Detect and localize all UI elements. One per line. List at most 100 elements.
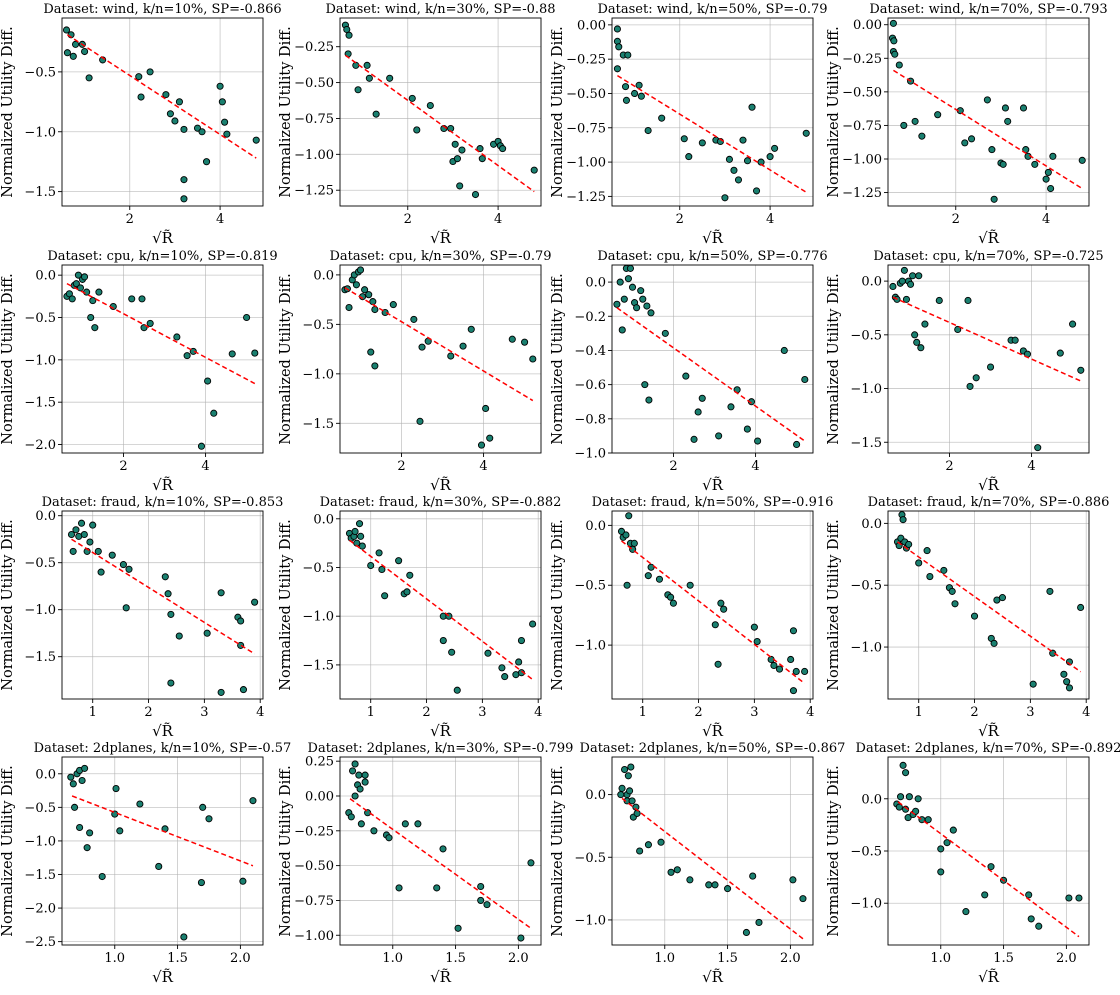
panel-title: Dataset: fraud, k/n=50%, SP=-0.916: [592, 495, 834, 510]
fit-line: [621, 540, 806, 685]
data-point: [999, 160, 1007, 168]
data-point: [694, 408, 702, 416]
y-axis-label: Normalized Utility Diff.: [278, 765, 294, 936]
panel-title: Dataset: cpu, k/n=70%, SP=-0.725: [873, 249, 1103, 264]
plot-frame: [339, 264, 542, 454]
x-tick-label: 2: [144, 705, 152, 720]
data-point: [990, 195, 998, 203]
x-tick-label: 2: [119, 459, 127, 474]
data-point: [517, 637, 526, 645]
data-point: [717, 599, 725, 607]
panel-title: Dataset: cpu, k/n=10%, SP=-0.819: [47, 249, 277, 264]
data-point: [483, 901, 491, 909]
x-tick-label: 1.5: [445, 951, 466, 966]
data-point: [167, 679, 175, 687]
y-tick-label: 0.0: [585, 788, 606, 803]
panel-wind-70pct: 2 4 −1.25 −1.00 −0.75 −0.50 −0.25 0.00Dataset: …: [826, 2, 1108, 247]
data-point: [624, 772, 632, 780]
y-axis-label: Normalized Utility Diff.: [278, 26, 294, 197]
data-point: [964, 296, 972, 305]
y-tick-label: −1.0: [574, 447, 606, 462]
y-tick-label: −2.5: [24, 935, 56, 950]
data-point: [669, 599, 677, 607]
data-point: [180, 933, 188, 941]
data-point: [205, 815, 213, 823]
data-point: [418, 343, 426, 351]
y-tick-label: 0.0: [35, 767, 56, 782]
y-tick-label: −0.75: [566, 121, 606, 136]
data-point: [439, 637, 447, 645]
data-point: [355, 771, 363, 779]
y-tick-label: −0.75: [294, 894, 334, 909]
data-point: [189, 347, 197, 355]
data-point: [972, 374, 980, 382]
y-tick-label: −2.0: [24, 438, 56, 453]
data-point: [628, 797, 636, 805]
data-point: [780, 346, 788, 355]
data-point: [621, 765, 629, 774]
x-tick-label: 1: [915, 705, 923, 720]
data-point: [1069, 320, 1077, 328]
data-point: [83, 288, 91, 296]
y-tick-label: −1.0: [574, 913, 606, 928]
y-tick-label: 0.0: [861, 275, 882, 290]
data-point: [766, 153, 774, 161]
panel-2dplanes-50pct: 1.0 1.5 2.0 −1.0 −0.5 0.0 Dataset: 2dplanes, k…: [550, 741, 845, 986]
data-point: [1035, 922, 1043, 930]
data-point: [734, 176, 743, 184]
data-point: [770, 661, 778, 670]
data-point: [456, 182, 464, 190]
y-tick-label: −1.25: [842, 186, 882, 201]
plot-frame: [887, 510, 1090, 700]
data-point: [97, 568, 105, 576]
data-point: [125, 565, 133, 573]
x-tick-label: 4: [256, 705, 264, 720]
data-point: [83, 844, 91, 852]
data-point: [890, 37, 898, 45]
data-point: [628, 283, 637, 291]
data-point: [357, 532, 365, 540]
data-point: [458, 146, 466, 154]
y-axis-label: Normalized Utility Diff.: [278, 519, 294, 690]
data-point: [95, 288, 103, 296]
data-point: [1004, 117, 1012, 125]
x-tick-label: 4: [766, 212, 774, 227]
panel-wind-50pct: 2 4 −1.25 −1.00 −0.75 −0.50 −0.25 0.00Dataset: …: [550, 2, 828, 247]
data-point: [1019, 104, 1028, 112]
data-point: [617, 791, 625, 799]
data-point: [907, 280, 915, 288]
data-point: [527, 859, 535, 867]
panel-2dplanes-30pct: 1.0 1.5 2.0 −1.00 −0.75 −0.50 −0.25 0.00 0.25Dat…: [278, 741, 573, 986]
data-point: [180, 176, 188, 184]
data-point: [371, 362, 379, 370]
fit-line: [349, 539, 534, 681]
data-point: [77, 519, 86, 527]
data-point: [108, 551, 116, 559]
fit-line: [71, 538, 256, 655]
data-point: [453, 155, 461, 163]
data-point: [146, 319, 154, 327]
data-point: [624, 275, 632, 283]
y-tick-label: −0.5: [850, 328, 882, 343]
data-point: [775, 665, 784, 673]
data-point: [81, 273, 89, 281]
data-point: [937, 868, 945, 876]
data-point: [625, 512, 633, 520]
x-tick-label: 4: [201, 459, 209, 474]
data-point: [164, 590, 172, 598]
data-point: [1056, 349, 1064, 357]
data-point: [137, 93, 145, 101]
data-point: [750, 623, 758, 631]
data-point: [447, 352, 455, 360]
x-tick-label: 4: [806, 705, 814, 720]
data-point: [367, 561, 375, 570]
data-point: [613, 25, 621, 33]
data-point: [961, 139, 969, 147]
data-point: [730, 166, 738, 174]
y-tick-label: −0.25: [294, 824, 334, 839]
data-point: [161, 573, 169, 581]
data-point: [218, 98, 226, 106]
data-point: [251, 349, 259, 357]
data-point: [934, 111, 942, 119]
data-point: [645, 396, 653, 404]
